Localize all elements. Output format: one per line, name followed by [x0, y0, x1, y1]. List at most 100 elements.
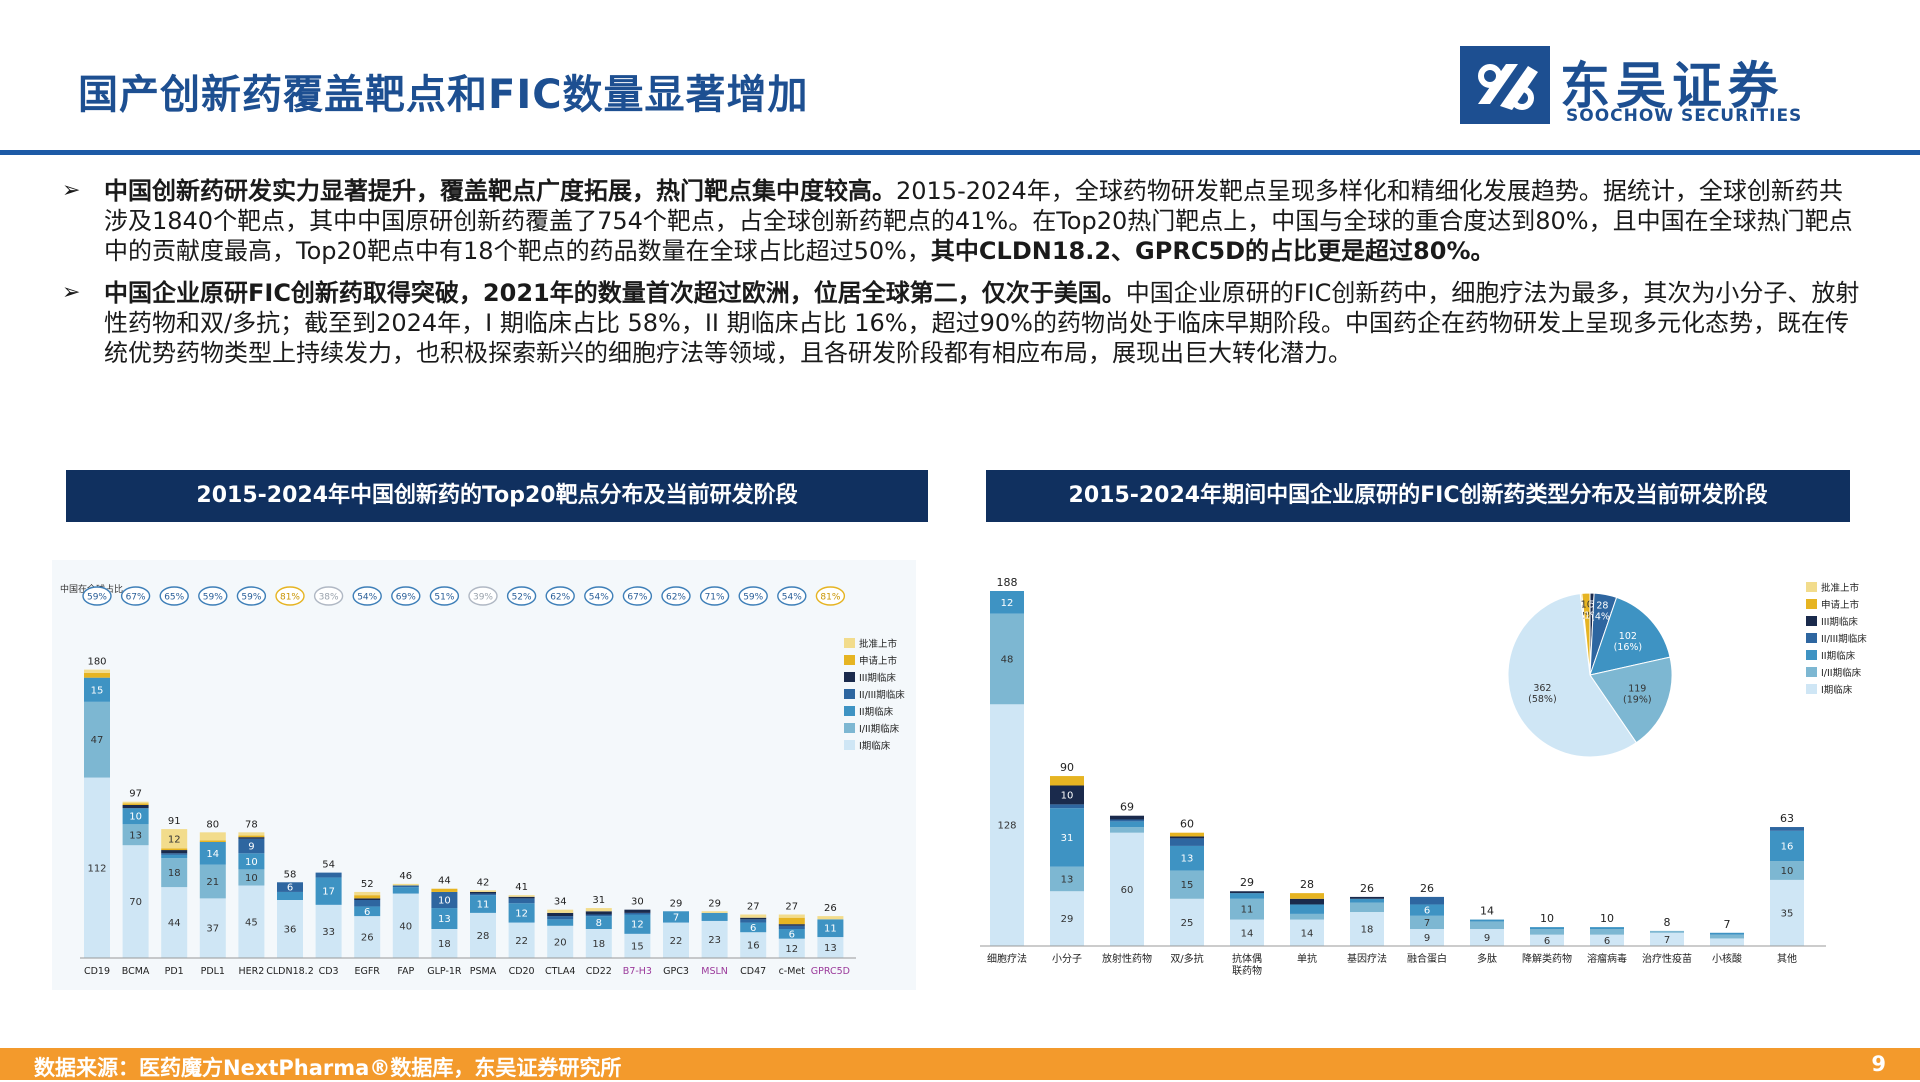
bar-segment — [161, 853, 188, 855]
bar-segment — [990, 704, 1024, 946]
chart-title-left: 2015-2024年中国创新药的Top20靶点分布及当前研发阶段 — [66, 470, 928, 522]
company-logo: 东吴证券 SOOCHOW SECURITIES — [1460, 46, 1810, 126]
pie-slice-label: 10 — [1581, 599, 1593, 610]
bar-total-label: 30 — [631, 897, 644, 908]
segment-label: 37 — [206, 924, 219, 935]
bar-total-label: 46 — [399, 871, 412, 882]
bar-segment — [161, 829, 188, 849]
segment-label: 6 — [1544, 936, 1550, 947]
category-label: PSMA — [470, 966, 497, 977]
share-badge — [159, 586, 189, 606]
bar-segment — [1290, 904, 1324, 914]
bar-segment — [663, 911, 689, 923]
bar-segment — [277, 891, 303, 900]
segment-label: 8 — [596, 918, 602, 929]
bar-segment — [1650, 930, 1684, 933]
segment-label: 10 — [1781, 866, 1794, 877]
pie-slice — [1589, 656, 1673, 744]
bar-segment — [1230, 893, 1264, 899]
legend-swatch — [1806, 582, 1817, 592]
top20-targets-chart: 中国在全球占比59%1124715180CD1967%70131097BCMA6… — [52, 560, 916, 990]
bar-segment — [1470, 919, 1504, 922]
pie-slice — [1589, 596, 1671, 676]
segment-label: 13 — [438, 914, 451, 925]
segment-label: 7 — [1664, 935, 1670, 946]
segment-label: 128 — [997, 821, 1016, 832]
category-label: c-Met — [779, 966, 806, 977]
bar-segment — [817, 916, 844, 920]
segment-label: 6 — [1424, 906, 1430, 917]
bar-segment — [508, 896, 535, 899]
bar-segment — [199, 840, 226, 842]
segment-label: 29 — [1061, 914, 1074, 925]
bar-segment — [1290, 919, 1324, 946]
bar-total-label: 28 — [1300, 878, 1314, 891]
segment-label: 18 — [1361, 925, 1374, 936]
segment-label: 10 — [129, 812, 142, 823]
bar-total-label: 91 — [168, 816, 181, 827]
segment-label: 26 — [361, 933, 374, 944]
category-label: 单抗 — [1297, 952, 1317, 965]
category-label: PDL1 — [201, 966, 225, 977]
bar-segment — [1170, 838, 1204, 846]
share-badge — [313, 586, 344, 606]
segment-label: 45 — [245, 917, 258, 928]
bar-segment — [1110, 815, 1144, 820]
segment-label: 40 — [399, 921, 412, 932]
segment-label: 16 — [747, 941, 760, 952]
bar-segment — [990, 613, 1024, 705]
bar-segment — [701, 911, 728, 913]
bar-total-label: 54 — [322, 860, 335, 871]
bar-segment — [585, 916, 612, 929]
share-badge — [429, 586, 460, 606]
segment-label: 22 — [670, 936, 683, 947]
bar-segment — [585, 914, 612, 917]
bar-segment — [778, 929, 805, 939]
bar-segment — [84, 701, 110, 778]
pie-slice-pct: (4%) — [1591, 612, 1613, 623]
bar-segment — [431, 929, 458, 958]
bar-segment — [122, 801, 149, 804]
bar-segment — [778, 914, 805, 918]
pie-slice-pct: (16%) — [1614, 642, 1643, 653]
bar-total-label: 58 — [284, 869, 297, 880]
bar-segment — [1170, 836, 1204, 839]
bar-segment — [1410, 915, 1444, 930]
category-label: 放射性药物 — [1102, 952, 1152, 965]
share-badge-label: 69% — [396, 593, 416, 603]
share-badge-label: 81% — [820, 593, 840, 603]
bar-total-label: 52 — [361, 879, 374, 890]
segment-label: 9 — [1424, 933, 1430, 944]
legend-swatch — [1806, 616, 1817, 626]
share-badge-label: 54% — [357, 593, 377, 603]
segment-label: 11 — [824, 924, 837, 935]
segment-label: 31 — [1061, 833, 1074, 844]
pie-slice-pct: (58%) — [1528, 694, 1557, 705]
segment-label: 15 — [631, 941, 644, 952]
bar-segment — [778, 938, 805, 958]
bar-segment — [1230, 919, 1264, 946]
bar-total-label: 188 — [997, 576, 1018, 589]
segment-label: 48 — [1001, 654, 1014, 665]
bar-segment — [585, 929, 612, 958]
bar-segment — [1530, 934, 1564, 946]
bar-segment — [392, 893, 419, 958]
bar-segment — [1170, 832, 1204, 837]
bar-segment — [817, 937, 844, 958]
segment-label: 15 — [91, 685, 104, 696]
legend-label: 申请上市 — [1821, 599, 1860, 611]
bar-total-label: 8 — [1664, 916, 1671, 929]
bar-segment — [470, 895, 496, 913]
bar-segment — [238, 853, 265, 870]
bar-segment — [778, 925, 805, 929]
segment-label: 13 — [1181, 854, 1194, 865]
category-label: 多肽 — [1477, 952, 1497, 965]
bar-segment — [161, 858, 188, 888]
share-badge-label: 59% — [241, 593, 261, 603]
category-label: 溶瘤病毒 — [1587, 952, 1627, 965]
bar-total-label: 7 — [1724, 918, 1731, 931]
bar-segment — [84, 672, 110, 678]
share-badge-label: 65% — [164, 593, 184, 603]
bar-total-label: 29 — [1240, 876, 1254, 889]
share-badge-label: 67% — [126, 593, 146, 603]
